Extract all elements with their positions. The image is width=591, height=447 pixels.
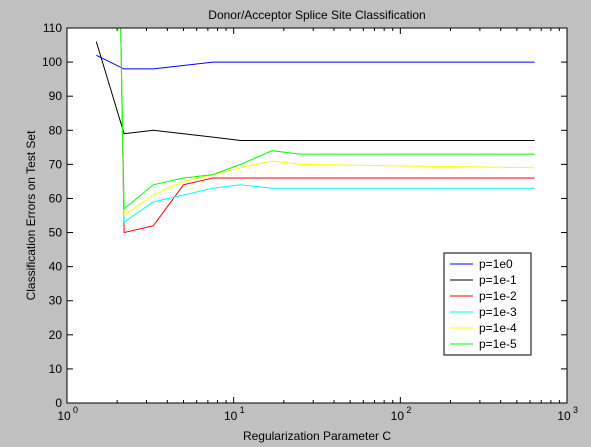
y-tick-label: 10 <box>49 362 63 376</box>
y-axis: 0 10 20 30 40 50 60 70 80 90 100 110 <box>42 21 567 410</box>
series-layer <box>95 28 535 234</box>
legend: p=1e0 p=1e-1 p=1e-2 p=1e-3 p=1e-4 p=1e-5 <box>443 252 532 356</box>
legend-label: p=1e-4 <box>479 321 517 335</box>
chart-title: Donor/Acceptor Splice Site Classificatio… <box>208 8 425 22</box>
y-tick-label: 50 <box>49 226 63 240</box>
y-tick-label: 100 <box>42 55 62 69</box>
series-line-p=1e-5 <box>120 28 535 210</box>
x-tick-label: 10 <box>224 409 238 423</box>
legend-label: p=1e-5 <box>479 337 517 351</box>
legend-label: p=1e-1 <box>479 273 517 287</box>
y-tick-label: 60 <box>49 191 63 205</box>
x-tick-exponent: 0 <box>73 405 78 415</box>
series-line-p=1e-1 <box>95 41 535 141</box>
y-tick-label: 110 <box>43 21 62 35</box>
x-tick-exponent: 2 <box>406 405 411 415</box>
plot-frame <box>66 27 568 404</box>
series-line-p=1e-2 <box>120 28 535 234</box>
y-tick-label: 20 <box>49 328 63 342</box>
y-tick-label: 70 <box>49 157 63 171</box>
x-tick-exponent: 3 <box>573 405 578 415</box>
legend-label: p=1e-3 <box>479 305 517 319</box>
y-tick-label: 90 <box>49 89 63 103</box>
x-tick-label: 10 <box>57 409 71 423</box>
x-axis-label: Regularization Parameter C <box>243 429 391 443</box>
legend-box <box>443 252 532 356</box>
y-axis-label: Classification Errors on Test Set <box>24 130 38 301</box>
legend-label: p=1e-2 <box>479 289 517 303</box>
x-tick-label: 10 <box>391 409 405 423</box>
legend-label: p=1e0 <box>479 257 513 271</box>
series-line-p=1e-3 <box>120 28 535 224</box>
x-tick-exponent: 1 <box>240 405 245 415</box>
y-tick-label: 0 <box>55 396 62 410</box>
series-line-p=1e0 <box>96 54 535 70</box>
y-tick-label: 40 <box>49 260 63 274</box>
x-tick-label: 10 <box>557 409 571 423</box>
y-tick-label: 80 <box>49 123 63 137</box>
y-tick-label: 30 <box>49 294 63 308</box>
x-axis: 10 0 10 1 10 2 10 3 <box>57 28 578 423</box>
